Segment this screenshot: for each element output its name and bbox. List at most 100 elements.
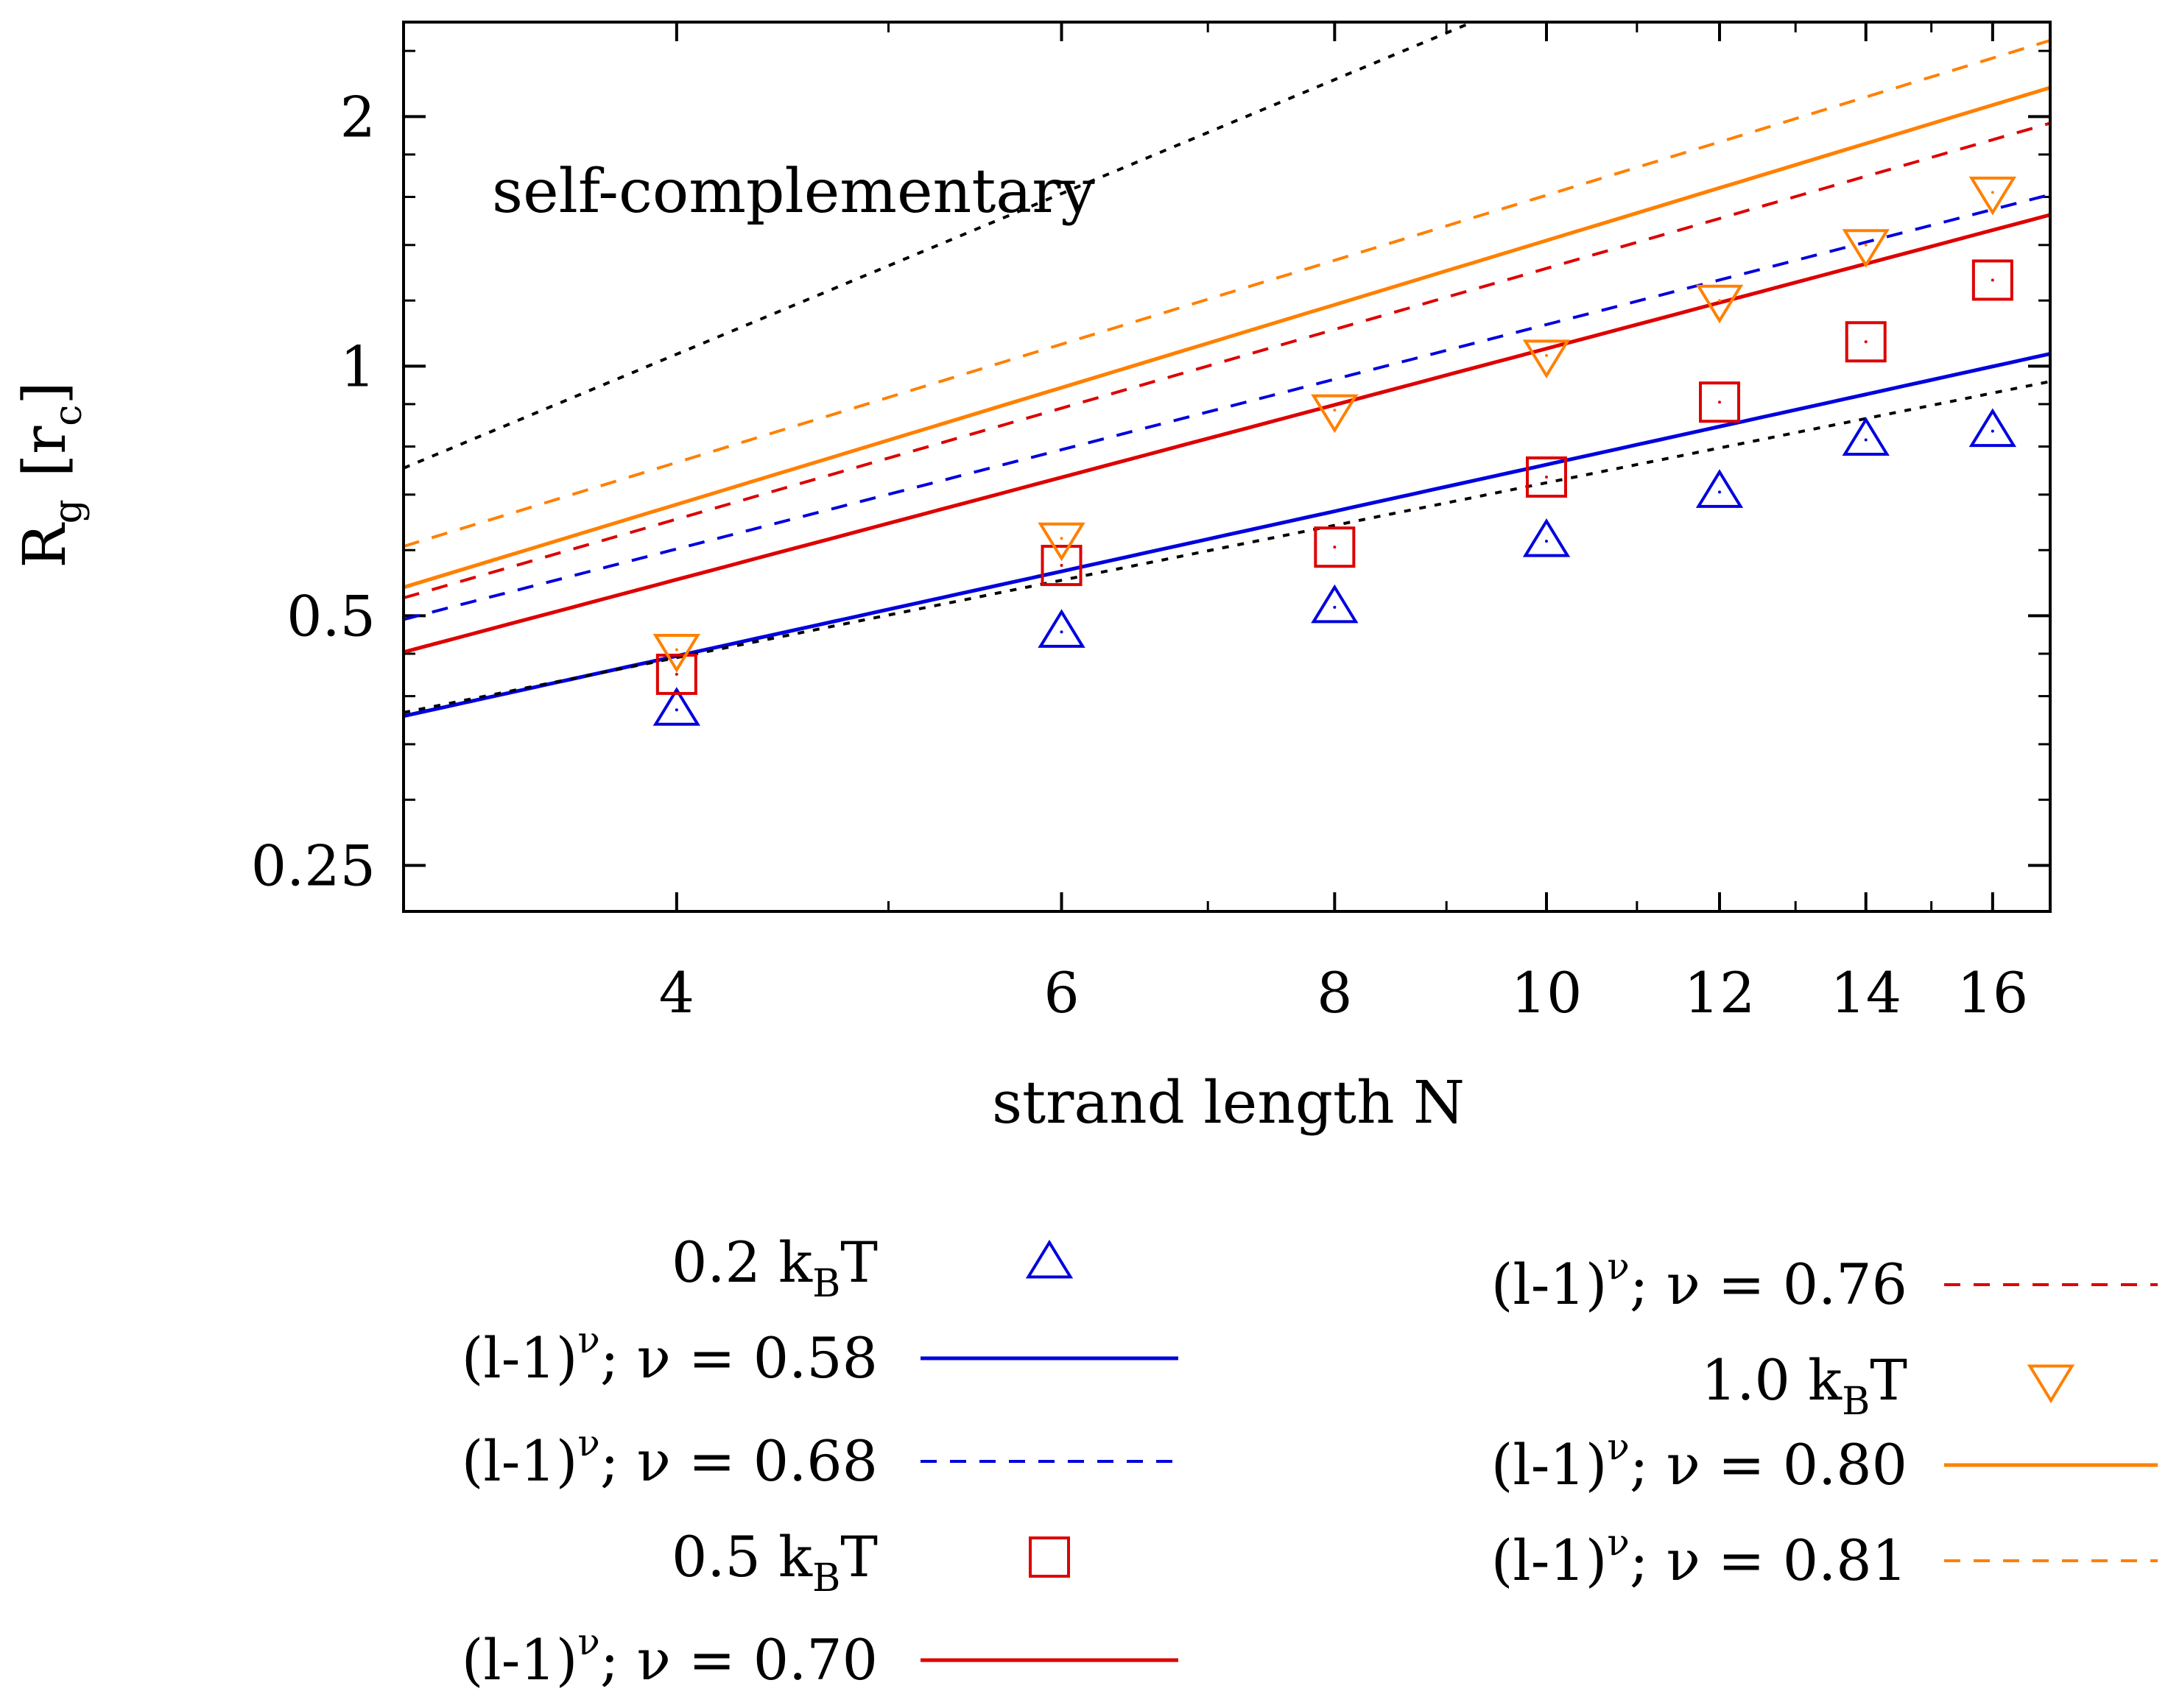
data-point-s1-3 <box>1525 456 1567 498</box>
data-point-s0-2 <box>1311 584 1359 624</box>
data-point-s1-6 <box>1971 259 2013 301</box>
legend-text-pre: (l-1) <box>462 1325 578 1391</box>
legend-label-1: (l-1)ν; ν = 0.58 <box>462 1319 878 1391</box>
legend-entry-3: 0.5 kBT <box>672 1524 1070 1601</box>
legend-entry-8: (l-1)ν; ν = 0.81 <box>1491 1521 2158 1593</box>
legend-text-sub: B <box>812 1262 840 1306</box>
legend-text-label: 1.0 k <box>1701 1347 1843 1413</box>
legend-label-7: (l-1)ν; ν = 0.80 <box>1491 1425 1907 1497</box>
legend-text-post: ; ν = 0.80 <box>1630 1432 1907 1497</box>
legend-text-sup: ν <box>577 1620 599 1663</box>
legend-text-post: ; ν = 0.68 <box>600 1428 878 1494</box>
series-line-3 <box>404 121 2050 600</box>
data-point-s1-1 <box>1041 545 1083 587</box>
x-tick-label-6: 6 <box>1044 960 1079 1026</box>
series-line-4 <box>404 85 2050 590</box>
x-tick-label-16: 16 <box>1957 960 2028 1026</box>
series-layer <box>404 22 2050 719</box>
data-point-s1-0 <box>655 653 697 695</box>
data-point-dot-s1-6 <box>1991 278 1994 282</box>
data-point-dot-s2-4 <box>1718 299 1722 303</box>
legend-text-sup: ν <box>1607 1245 1629 1288</box>
data-point-s0-5 <box>1842 417 1890 456</box>
data-point-s0-6 <box>1968 408 2017 448</box>
legend-label-4: (l-1)ν; ν = 0.70 <box>462 1620 878 1693</box>
axis-ticks <box>404 22 2050 911</box>
y-title-main: R <box>10 522 79 568</box>
legend-text-pre: (l-1) <box>462 1428 578 1494</box>
legend-text-post: ; ν = 0.70 <box>600 1627 878 1693</box>
marker-layer <box>652 176 2017 726</box>
y-title-sub: g <box>46 499 91 523</box>
data-point-s0-1 <box>1038 609 1085 648</box>
data-point-s1-4 <box>1699 381 1741 423</box>
x-tick-label-12: 12 <box>1684 960 1756 1026</box>
x-axis-title: strand length N <box>992 1068 1465 1137</box>
y-tick-label-1: 1 <box>340 334 376 399</box>
legend-text-sup: ν <box>1607 1425 1629 1468</box>
legend-text-tail: T <box>840 1229 878 1295</box>
x-tick-label-14: 14 <box>1830 960 1901 1026</box>
legend-text-label: 0.2 k <box>672 1229 813 1295</box>
legend-text-post: ; ν = 0.58 <box>600 1325 878 1391</box>
legend-text-pre: (l-1) <box>1491 1432 1608 1497</box>
data-point-s2-6 <box>1968 176 2017 216</box>
y-title-unit-close: ] <box>10 381 79 404</box>
y-title-unit-open: [r <box>10 426 79 477</box>
legend-entry-1: (l-1)ν; ν = 0.58 <box>462 1319 1178 1391</box>
legend-text-pre: (l-1) <box>1491 1528 1608 1593</box>
legend-entry-0: 0.2 kBT <box>672 1229 1074 1306</box>
data-point-s2-5 <box>1842 229 1890 268</box>
y-tick-label-2: 2 <box>340 84 376 149</box>
data-point-s2-1 <box>1038 522 1085 562</box>
y-tick-label-0.5: 0.5 <box>286 583 376 649</box>
data-point-dot-s2-2 <box>1333 409 1337 412</box>
data-point-dot-s1-2 <box>1333 546 1337 549</box>
legend-label-8: (l-1)ν; ν = 0.81 <box>1491 1521 1907 1593</box>
legend-entry-5: (l-1)ν; ν = 0.76 <box>1491 1245 2158 1317</box>
legend-label-0: 0.2 kBT <box>672 1229 878 1306</box>
legend-label-3: 0.5 kBT <box>672 1524 878 1601</box>
legend-entry-6: 1.0 kBT <box>1701 1347 2075 1424</box>
legend-text-post: ; ν = 0.76 <box>1630 1252 1907 1317</box>
data-point-dot-s0-4 <box>1718 490 1722 494</box>
data-point-dot-s1-5 <box>1864 340 1868 344</box>
data-point-s1-2 <box>1314 526 1356 568</box>
legend-entry-2: (l-1)ν; ν = 0.68 <box>462 1422 1178 1494</box>
legend-text-label: 0.5 k <box>672 1524 813 1589</box>
legend-marker-3 <box>1029 1536 1070 1578</box>
x-tick-label-10: 10 <box>1511 960 1583 1026</box>
legend-label-5: (l-1)ν; ν = 0.76 <box>1491 1245 1907 1317</box>
series-line-2 <box>404 213 2050 654</box>
legend-text-sup: ν <box>577 1422 599 1464</box>
legend-text-sup: ν <box>577 1319 599 1361</box>
series-line-1 <box>404 193 2050 621</box>
series-line-5 <box>404 38 2050 548</box>
plot-frame <box>402 21 2052 913</box>
svg-text:Rg[rc]: Rg [rc] <box>10 381 91 568</box>
data-point-s0-4 <box>1695 469 1744 508</box>
data-point-s2-3 <box>1522 339 1571 379</box>
x-tick-label-8: 8 <box>1317 960 1352 1026</box>
data-point-dot-s2-0 <box>675 648 678 652</box>
legend-entry-7: (l-1)ν; ν = 0.80 <box>1491 1425 2158 1497</box>
legend-marker-6 <box>2027 1364 2075 1404</box>
data-point-dot-s2-5 <box>1864 243 1868 247</box>
legend-text-tail: T <box>1870 1347 1907 1413</box>
data-point-dot-s1-0 <box>675 672 678 676</box>
y-axis-title: Rg [rc] <box>10 381 91 568</box>
data-point-dot-s0-3 <box>1544 540 1548 543</box>
legend-text-post: ; ν = 0.81 <box>1630 1528 1907 1593</box>
legend-label-2: (l-1)ν; ν = 0.68 <box>462 1422 878 1494</box>
legend: 0.2 kBT(l-1)ν; ν = 0.58(l-1)ν; ν = 0.680… <box>462 1229 2158 1693</box>
data-point-dot-s1-4 <box>1718 400 1722 404</box>
data-point-dot-s2-6 <box>1991 191 1994 194</box>
legend-text-pre: (l-1) <box>462 1627 578 1693</box>
y-title-unit-sub: c <box>46 405 91 426</box>
legend-text-sup: ν <box>1607 1521 1629 1564</box>
data-point-dot-s2-1 <box>1060 537 1063 540</box>
series-line-6 <box>404 22 1477 470</box>
data-point-s1-5 <box>1845 321 1887 363</box>
